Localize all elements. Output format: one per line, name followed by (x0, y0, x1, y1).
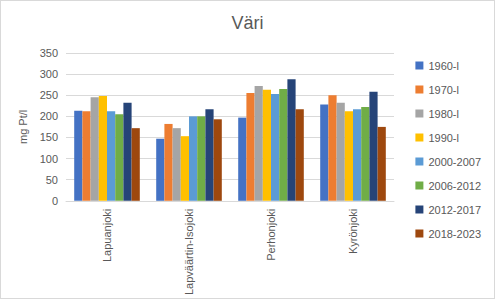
svg-text:Perhonjoki: Perhonjoki (265, 209, 277, 261)
svg-text:2000-2007: 2000-2007 (428, 156, 481, 168)
svg-text:0: 0 (52, 195, 58, 207)
svg-text:250: 250 (40, 89, 58, 101)
svg-text:300: 300 (40, 68, 58, 80)
svg-text:Väri: Väri (231, 13, 263, 33)
svg-text:100: 100 (40, 153, 58, 165)
svg-text:1960-l: 1960-l (428, 60, 459, 72)
svg-text:50: 50 (46, 174, 58, 186)
svg-text:mg Pt/l: mg Pt/l (17, 110, 29, 144)
svg-text:2006-2012: 2006-2012 (428, 180, 481, 192)
svg-text:1980-l: 1980-l (428, 108, 459, 120)
svg-text:350: 350 (40, 47, 58, 59)
svg-text:1990-l: 1990-l (428, 132, 459, 144)
svg-text:2012-2017: 2012-2017 (428, 204, 481, 216)
svg-text:Kyrönjoki: Kyrönjoki (347, 209, 359, 254)
svg-text:150: 150 (40, 131, 58, 143)
svg-text:Lapuanjoki: Lapuanjoki (101, 209, 113, 262)
svg-text:1970-l: 1970-l (428, 84, 459, 96)
svg-text:Lapväärtin-Isojoki: Lapväärtin-Isojoki (183, 209, 195, 295)
svg-text:2018-2023: 2018-2023 (428, 228, 481, 240)
svg-text:200: 200 (40, 110, 58, 122)
